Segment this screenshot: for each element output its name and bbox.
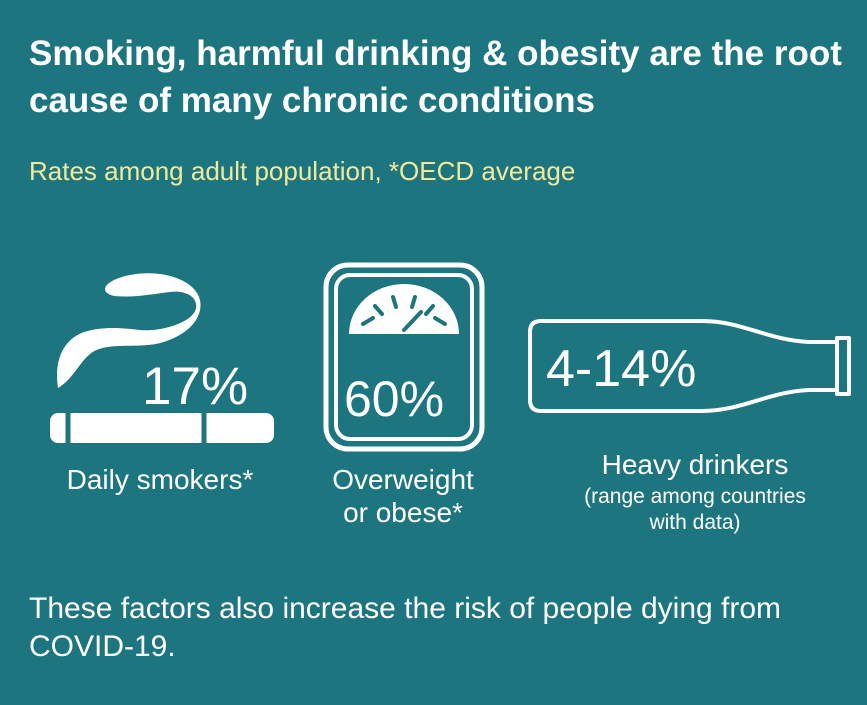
drinkers-value: 4-14% [546,340,697,398]
footer-text: These factors also increase the risk of … [29,592,782,663]
overweight-label: Overweight or obese* [303,463,503,529]
drinkers-note: (range among countries with data) [530,484,860,536]
drinkers-note-line1: (range among countries [584,485,806,508]
bottle-icon [528,319,851,413]
page-title: Smoking, harmful drinking & obesity are … [29,34,842,120]
drinkers-note-line2: with data) [649,511,741,534]
overweight-label-line2: or obese* [343,497,463,528]
scale-icon [323,262,485,452]
page-subtitle: Rates among adult population, *OECD aver… [29,156,576,186]
smokers-value: 17% [142,357,249,416]
drinkers-label: Heavy drinkers [601,449,789,480]
smokers-label: Daily smokers* [66,464,254,495]
overweight-value: 60% [344,371,445,427]
overweight-label-line1: Overweight [332,464,474,495]
cigarette-icon [50,273,274,443]
